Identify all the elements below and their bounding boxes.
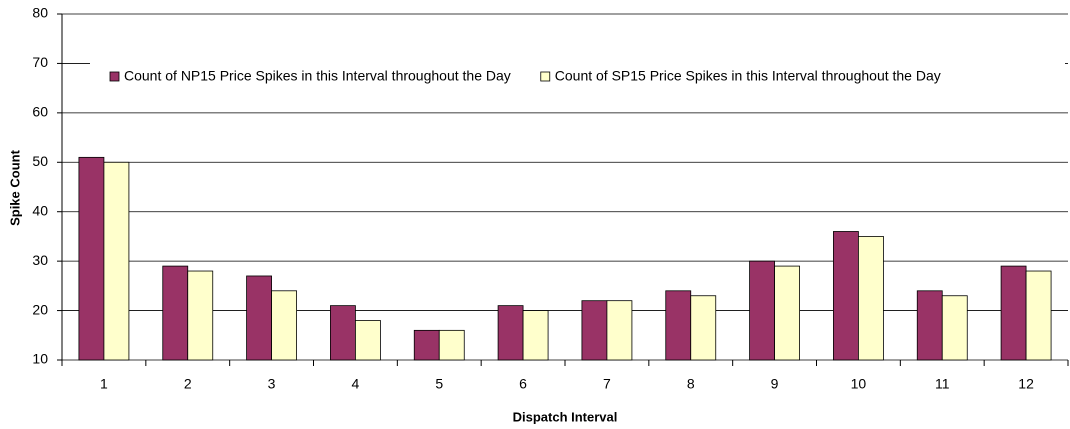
bar [330,305,356,361]
bar [246,275,272,361]
bar [103,161,130,361]
bar [690,295,717,361]
bar [1000,265,1027,361]
bar [497,305,524,361]
bar [941,295,968,361]
bar [665,290,692,361]
x-tick-label: 7 [603,376,611,392]
x-axis-title: Dispatch Interval [513,409,618,424]
bar [606,300,633,361]
legend-swatch [540,71,551,82]
y-tick-label: 70 [32,54,48,70]
x-tick-label: 12 [1018,376,1034,392]
x-tick-label: 8 [687,376,695,392]
y-tick-label: 40 [32,202,48,218]
bar [271,290,297,361]
bar [78,156,105,361]
x-tick-label: 9 [771,376,779,392]
y-axis-title: Spike Count [7,149,22,226]
y-tick-label: 30 [32,252,48,268]
x-tick-label: 3 [268,376,276,392]
bar [774,265,800,361]
bar [413,329,440,361]
legend-box [90,60,1065,94]
x-tick-label: 1 [100,376,108,392]
y-tick-label: 10 [32,351,48,367]
bar [1025,270,1052,361]
y-tick-label: 50 [32,153,48,169]
y-tick-label: 80 [32,5,48,21]
bar [858,236,884,361]
legend-swatch [109,71,120,82]
bar [355,320,381,361]
bar [581,300,608,361]
bar [162,265,189,361]
bar [749,260,775,361]
bar [916,290,943,361]
y-tick-label: 60 [32,104,48,120]
x-tick-label: 10 [851,376,867,392]
bar [438,329,465,361]
legend-label: Count of NP15 Price Spikes in this Inter… [124,68,511,84]
y-tick-label: 20 [32,301,48,317]
x-tick-label: 6 [519,376,527,392]
x-tick-label: 2 [184,376,192,392]
x-tick-label: 5 [435,376,443,392]
legend-label: Count of SP15 Price Spikes in this Inter… [555,68,941,84]
x-tick-label: 4 [352,376,360,392]
x-tick-label: 11 [935,376,950,392]
bar [833,231,859,361]
bar [522,310,549,361]
bar [187,270,214,361]
